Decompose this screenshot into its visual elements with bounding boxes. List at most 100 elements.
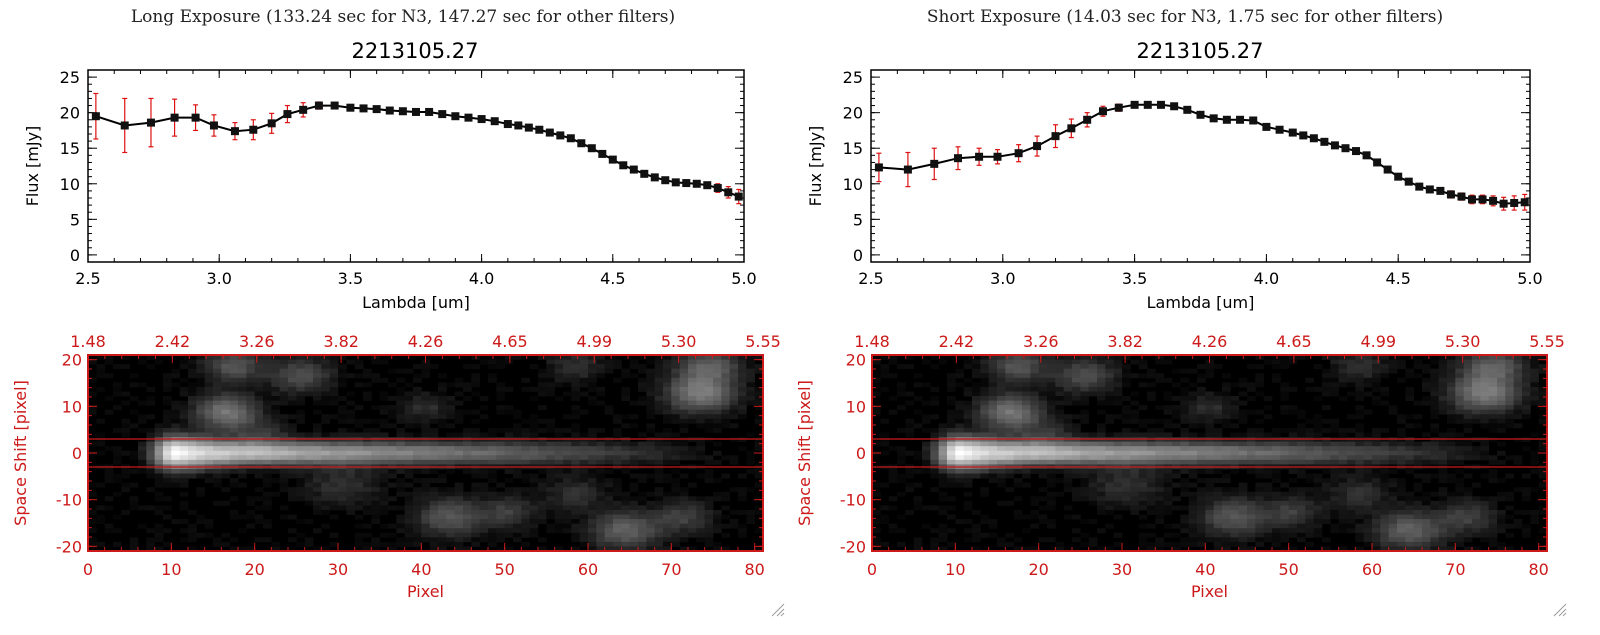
image-pixel bbox=[413, 391, 422, 396]
image-pixel bbox=[947, 542, 956, 547]
image-pixel bbox=[738, 373, 747, 378]
image-pixel bbox=[513, 492, 522, 497]
image-pixel bbox=[897, 382, 906, 387]
image-pixel bbox=[480, 396, 489, 401]
image-pixel bbox=[538, 405, 547, 410]
image-pixel bbox=[463, 455, 472, 460]
image-pixel bbox=[1272, 492, 1281, 497]
image-pixel bbox=[413, 401, 422, 406]
image-pixel bbox=[530, 483, 539, 488]
y-tick-label: -20 bbox=[56, 537, 82, 556]
image-pixel bbox=[488, 455, 497, 460]
data-point bbox=[1236, 116, 1244, 124]
image-pixel bbox=[1189, 510, 1198, 515]
image-pixel bbox=[538, 478, 547, 483]
image-pixel bbox=[1097, 369, 1106, 374]
image-pixel bbox=[413, 442, 422, 447]
image-pixel bbox=[130, 501, 139, 506]
x-tick-label: 4.5 bbox=[1385, 269, 1410, 288]
image-pixel bbox=[621, 469, 630, 474]
image-pixel bbox=[555, 474, 564, 479]
image-pixel bbox=[1022, 369, 1031, 374]
image-pixel bbox=[355, 446, 364, 451]
image-pixel bbox=[1030, 410, 1039, 415]
image-pixel bbox=[646, 378, 655, 383]
image-pixel bbox=[1322, 455, 1331, 460]
image-pixel bbox=[730, 391, 739, 396]
image-pixel bbox=[455, 483, 464, 488]
image-pixel bbox=[696, 360, 705, 365]
image-pixel bbox=[505, 487, 514, 492]
image-pixel bbox=[1089, 542, 1098, 547]
image-pixel bbox=[188, 373, 197, 378]
image-pixel bbox=[1372, 455, 1381, 460]
image-pixel bbox=[1230, 528, 1239, 533]
image-pixel bbox=[555, 432, 564, 437]
image-pixel bbox=[1180, 537, 1189, 542]
image-pixel bbox=[721, 401, 730, 406]
image-pixel bbox=[1064, 401, 1073, 406]
image-pixel bbox=[638, 515, 647, 520]
image-pixel bbox=[263, 373, 272, 378]
image-pixel bbox=[480, 501, 489, 506]
image-pixel bbox=[1114, 396, 1123, 401]
image-pixel bbox=[363, 419, 372, 424]
image-pixel bbox=[696, 519, 705, 524]
image-pixel bbox=[655, 460, 664, 465]
image-pixel bbox=[480, 505, 489, 510]
image-pixel bbox=[455, 410, 464, 415]
image-pixel bbox=[1039, 537, 1048, 542]
image-pixel bbox=[263, 496, 272, 501]
image-pixel bbox=[521, 455, 530, 460]
image-pixel bbox=[1189, 446, 1198, 451]
image-pixel bbox=[1039, 451, 1048, 456]
image-pixel bbox=[580, 487, 589, 492]
image-pixel bbox=[613, 519, 622, 524]
image-pixel bbox=[1280, 455, 1289, 460]
image-pixel bbox=[263, 405, 272, 410]
image-pixel bbox=[621, 501, 630, 506]
image-pixel bbox=[463, 492, 472, 497]
image-pixel bbox=[388, 396, 397, 401]
image-pixel bbox=[922, 455, 931, 460]
image-pixel bbox=[446, 396, 455, 401]
image-pixel bbox=[230, 442, 239, 447]
image-pixel bbox=[630, 373, 639, 378]
image-pixel bbox=[1072, 487, 1081, 492]
y-tick-label: 15 bbox=[60, 139, 80, 158]
image-pixel bbox=[363, 373, 372, 378]
data-point bbox=[577, 139, 585, 147]
image-pixel bbox=[363, 501, 372, 506]
image-pixel bbox=[897, 515, 906, 520]
image-pixel bbox=[1039, 387, 1048, 392]
image-pixel bbox=[1039, 428, 1048, 433]
image-pixel bbox=[1289, 519, 1298, 524]
image-pixel bbox=[1105, 524, 1114, 529]
image-pixel bbox=[296, 396, 305, 401]
image-pixel bbox=[1247, 524, 1256, 529]
image-pixel bbox=[646, 492, 655, 497]
image-pixel bbox=[105, 524, 114, 529]
image-pixel bbox=[1072, 496, 1081, 501]
image-pixel bbox=[171, 451, 180, 456]
image-pixel bbox=[989, 442, 998, 447]
image-pixel bbox=[330, 391, 339, 396]
image-pixel bbox=[638, 451, 647, 456]
image-pixel bbox=[1014, 382, 1023, 387]
image-pixel bbox=[1205, 369, 1214, 374]
image-pixel bbox=[1355, 460, 1364, 465]
image-pixel bbox=[721, 360, 730, 365]
image-pixel bbox=[897, 405, 906, 410]
image-pixel bbox=[738, 492, 747, 497]
image-pixel bbox=[571, 446, 580, 451]
image-pixel bbox=[1205, 432, 1214, 437]
image-pixel bbox=[338, 442, 347, 447]
image-pixel bbox=[580, 524, 589, 529]
image-pixel bbox=[1280, 492, 1289, 497]
image-pixel bbox=[1172, 396, 1181, 401]
image-pixel bbox=[163, 451, 172, 456]
image-pixel bbox=[1080, 469, 1089, 474]
image-pixel bbox=[421, 496, 430, 501]
image-pixel bbox=[663, 387, 672, 392]
image-pixel bbox=[355, 492, 364, 497]
